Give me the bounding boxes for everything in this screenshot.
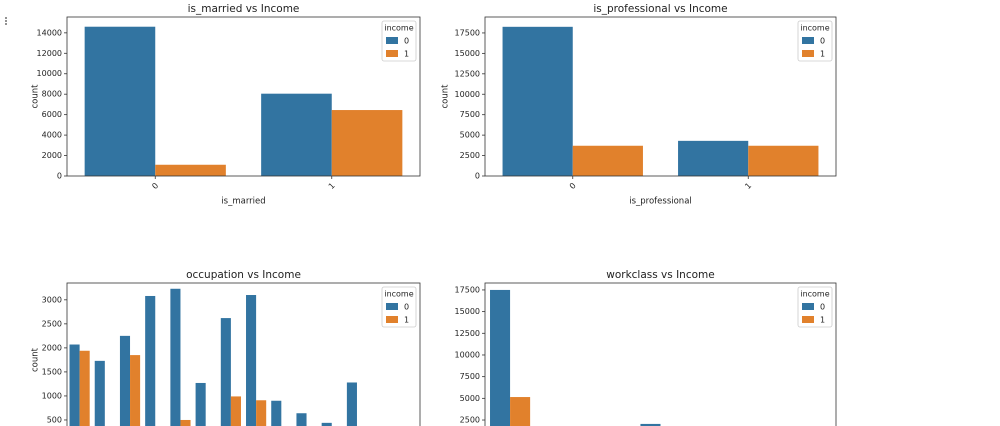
bar: [79, 350, 90, 426]
bar: [246, 295, 257, 426]
bar: [296, 413, 307, 426]
bar: [510, 397, 531, 426]
y-tick-label: 8000: [42, 90, 62, 99]
y-tick-label: 12500: [455, 69, 480, 78]
bar: [170, 288, 181, 426]
chart-title: is_professional vs Income: [593, 3, 727, 15]
x-tick-label: 1: [327, 181, 337, 191]
bar: [119, 335, 131, 426]
bar: [256, 400, 267, 426]
chart-title: occupation vs Income: [186, 269, 301, 281]
y-tick-label: 12500: [455, 329, 480, 338]
y-axis-label: count: [31, 84, 41, 109]
bar: [261, 93, 332, 176]
legend-title: income: [384, 290, 413, 299]
y-tick-label: 6000: [42, 110, 62, 119]
menu-dot: [5, 23, 7, 25]
bar: [490, 289, 511, 426]
x-tick-label: 0: [150, 181, 160, 191]
legend-swatch: [386, 37, 398, 44]
legend-label: 1: [820, 50, 825, 59]
y-tick-label: 15000: [455, 307, 480, 316]
y-tick-label: 1500: [42, 367, 62, 376]
bar: [321, 422, 332, 426]
bar: [230, 396, 241, 426]
x-tick-label: 1: [743, 181, 753, 191]
y-tick-label: 2500: [460, 151, 480, 160]
bar: [346, 382, 357, 426]
bar: [69, 344, 80, 426]
x-axis-label: is_professional: [629, 197, 692, 207]
y-tick-label: 5000: [460, 394, 480, 403]
bar: [572, 145, 643, 176]
axes-frame: [484, 282, 837, 426]
y-tick-label: 2500: [42, 319, 62, 328]
bar: [502, 26, 573, 176]
y-tick-label: 2000: [42, 343, 62, 352]
legend-label: 0: [820, 37, 825, 46]
legend-swatch: [386, 303, 398, 310]
legend-label: 1: [820, 316, 825, 325]
y-tick-label: 17500: [455, 285, 480, 294]
axes-frame: [484, 16, 837, 177]
legend-swatch: [802, 303, 814, 310]
y-tick-label: 14000: [37, 28, 62, 37]
legend-swatch: [386, 316, 398, 323]
chart-title: is_married vs Income: [188, 3, 300, 15]
y-tick-label: 10000: [455, 90, 480, 99]
y-tick-label: 7500: [460, 110, 480, 119]
x-tick-label: 0: [568, 181, 578, 191]
bar: [220, 318, 231, 426]
axes-frame: [66, 16, 421, 177]
legend-swatch: [386, 50, 398, 57]
y-tick-label: 17500: [455, 28, 480, 37]
bar: [195, 382, 206, 426]
legend-label: 0: [404, 37, 409, 46]
legend-label: 0: [404, 303, 409, 312]
y-tick-label: 2000: [42, 151, 62, 160]
chart-title: workclass vs Income: [606, 269, 714, 281]
bar: [145, 295, 156, 426]
bar: [180, 419, 191, 426]
legend-title: income: [800, 290, 829, 299]
x-axis-label: is_married: [221, 197, 265, 207]
bar: [678, 140, 749, 176]
menu-dot: [5, 20, 7, 22]
y-tick-label: 0: [57, 172, 62, 181]
bar: [331, 110, 403, 176]
y-tick-label: 0: [475, 172, 480, 181]
axes-frame: [66, 282, 421, 426]
y-tick-label: 10000: [455, 350, 480, 359]
y-tick-label: 4000: [42, 131, 62, 140]
bar: [748, 145, 819, 176]
bar: [155, 164, 226, 176]
y-tick-label: 15000: [455, 49, 480, 58]
bar: [271, 400, 282, 426]
y-tick-label: 3000: [42, 295, 62, 304]
y-axis-label: count: [441, 84, 451, 109]
y-axis-label: count: [31, 347, 41, 372]
legend-label: 1: [404, 50, 409, 59]
y-tick-label: 12000: [37, 49, 62, 58]
legend-swatch: [802, 37, 814, 44]
legend-label: 1: [404, 316, 409, 325]
bar: [130, 355, 141, 426]
legend-title: income: [384, 24, 413, 33]
y-tick-label: 5000: [460, 131, 480, 140]
y-tick-label: 1000: [42, 391, 62, 400]
legend-label: 0: [820, 303, 825, 312]
y-tick-label: 500: [47, 415, 62, 424]
bar: [84, 26, 156, 177]
y-tick-label: 7500: [460, 372, 480, 381]
bar: [94, 360, 105, 426]
y-tick-label: 10000: [37, 69, 62, 78]
menu-dot: [5, 17, 7, 19]
y-tick-label: 2500: [460, 416, 480, 425]
bar: [640, 423, 661, 426]
legend-title: income: [800, 24, 829, 33]
legend-swatch: [802, 50, 814, 57]
legend-swatch: [802, 316, 814, 323]
